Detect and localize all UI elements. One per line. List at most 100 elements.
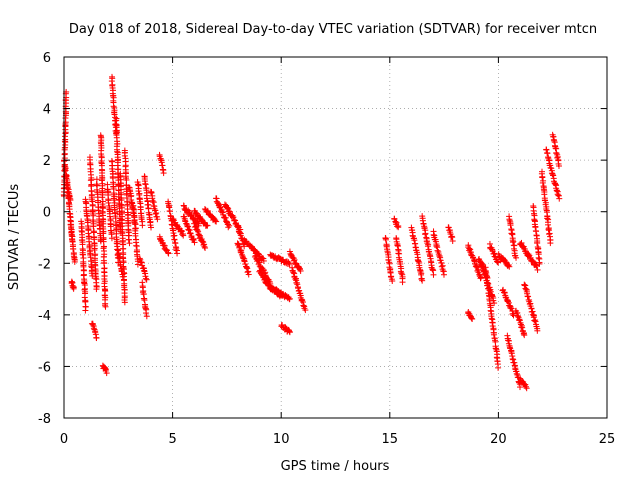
data-point	[166, 208, 173, 215]
data-point	[102, 303, 109, 310]
data-point	[64, 189, 71, 196]
x-tick-label: 25	[599, 432, 616, 447]
data-point	[477, 275, 484, 282]
data-point	[504, 263, 511, 270]
data-point	[143, 310, 150, 317]
data-point	[191, 239, 198, 246]
data-point	[90, 325, 97, 332]
data-point	[231, 216, 238, 223]
data-point	[111, 111, 118, 118]
data-point	[148, 224, 155, 231]
data-point	[506, 263, 513, 270]
data-point	[484, 282, 491, 289]
chart-title: Day 018 of 2018, Sidereal Day-to-day VTE…	[69, 22, 597, 37]
data-point	[154, 216, 161, 223]
data-point	[141, 297, 148, 304]
data-point	[394, 242, 401, 249]
data-point	[103, 370, 110, 377]
data-point	[139, 262, 146, 269]
data-point	[165, 249, 172, 256]
data-point	[429, 265, 436, 272]
data-point	[71, 258, 78, 265]
data-point	[544, 150, 551, 157]
data-point	[286, 295, 293, 302]
data-point	[290, 269, 297, 276]
data-point	[415, 258, 422, 265]
data-point	[534, 327, 541, 334]
data-point	[296, 287, 303, 294]
data-point	[547, 240, 554, 247]
data-point	[111, 197, 118, 204]
data-point	[143, 313, 150, 320]
y-tick-label: -8	[38, 412, 51, 427]
data-point	[123, 176, 130, 183]
data-point	[174, 250, 181, 257]
data-point	[523, 385, 530, 392]
data-point	[449, 234, 456, 241]
x-tick-label: 0	[60, 432, 68, 447]
x-tick-label: 5	[168, 432, 176, 447]
y-tick-label: 6	[43, 51, 51, 66]
data-point	[173, 246, 180, 253]
axis-ticks	[63, 56, 608, 419]
data-point	[550, 133, 557, 140]
data-point	[121, 152, 128, 159]
data-point	[440, 271, 447, 278]
data-point	[521, 380, 528, 387]
data-point	[534, 266, 541, 273]
data-point	[170, 215, 177, 222]
data-point	[487, 307, 494, 314]
data-point	[302, 307, 309, 314]
x-tick-label: 10	[273, 432, 290, 447]
data-point	[436, 253, 443, 260]
data-point	[525, 293, 532, 300]
data-point	[252, 252, 259, 259]
data-point	[291, 256, 298, 263]
y-tick-label: 4	[43, 103, 51, 118]
y-tick-label: -4	[38, 309, 51, 324]
data-point	[70, 245, 77, 252]
data-point	[294, 281, 301, 288]
data-point	[70, 285, 77, 292]
data-point	[532, 261, 539, 268]
plot-frame	[63, 56, 608, 419]
data-point	[492, 345, 499, 352]
data-point	[473, 263, 480, 270]
data-point	[125, 184, 132, 191]
data-point	[382, 236, 389, 243]
data-point	[165, 250, 172, 257]
data-point	[556, 195, 563, 202]
data-point	[235, 224, 242, 231]
data-point	[514, 313, 521, 320]
data-point	[120, 264, 127, 271]
x-tick-labels: 0 5 10 15 20 25	[60, 432, 615, 447]
data-series-sdtvar	[60, 73, 563, 392]
data-point	[199, 238, 206, 245]
data-point	[181, 203, 188, 210]
data-point	[170, 233, 177, 240]
data-point	[532, 318, 539, 325]
data-point	[202, 244, 209, 251]
data-point	[506, 217, 513, 224]
y-tick-label: -2	[38, 257, 51, 272]
data-point	[430, 231, 437, 238]
data-point	[113, 240, 120, 247]
data-point	[504, 298, 511, 305]
data-point	[86, 238, 93, 245]
data-point	[204, 222, 211, 229]
data-point	[89, 321, 96, 328]
data-point	[180, 232, 187, 239]
data-point	[236, 243, 243, 250]
data-point	[541, 191, 548, 198]
data-point	[139, 222, 146, 229]
data-point	[491, 300, 498, 307]
data-point	[488, 315, 495, 322]
data-point	[213, 218, 220, 225]
data-point	[389, 278, 396, 285]
data-point	[87, 177, 94, 184]
data-point	[546, 231, 553, 238]
data-point	[172, 240, 179, 247]
data-point	[82, 307, 89, 314]
data-point	[71, 255, 78, 262]
